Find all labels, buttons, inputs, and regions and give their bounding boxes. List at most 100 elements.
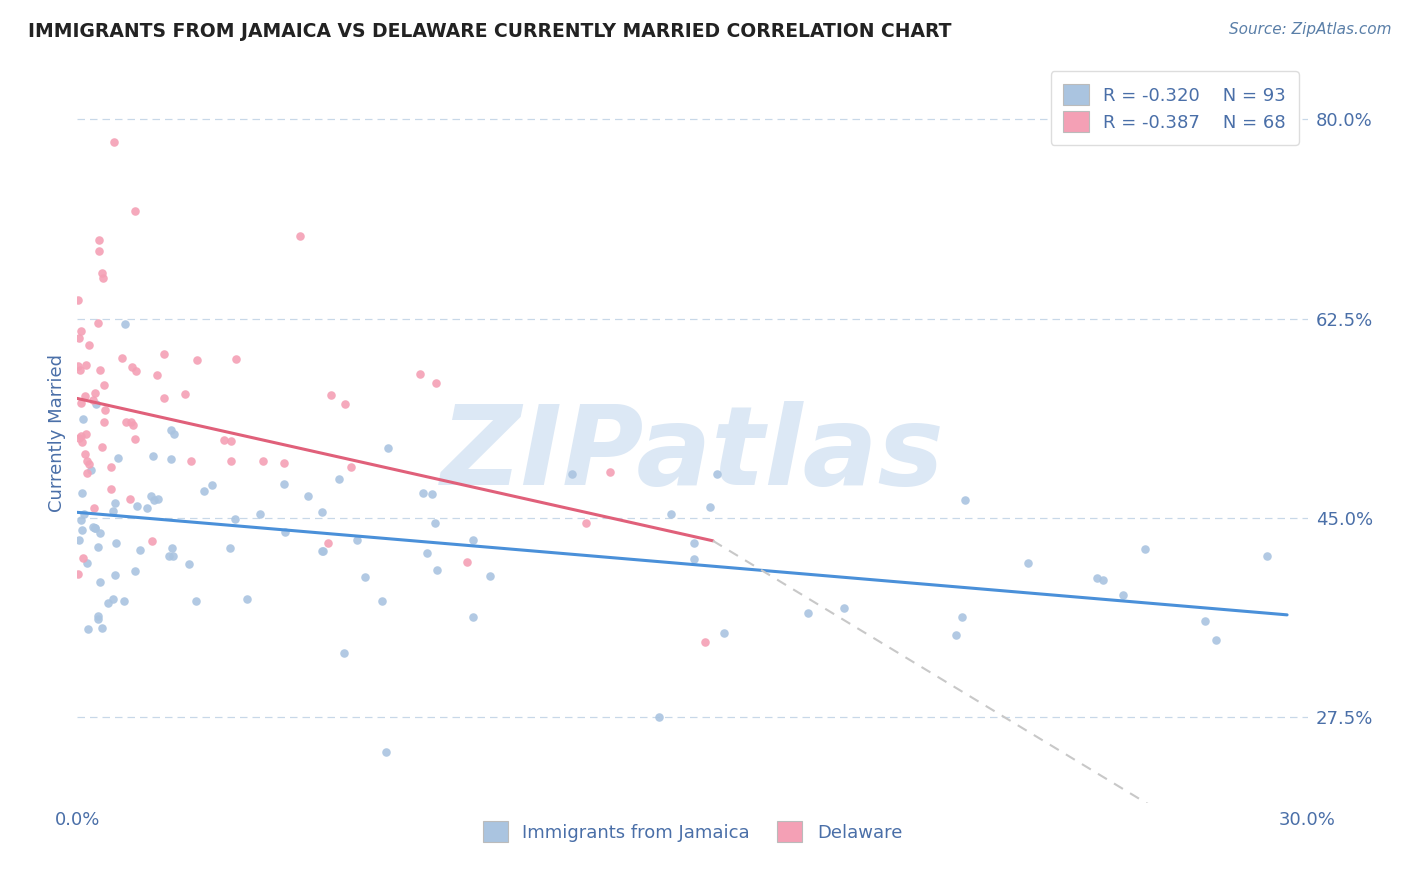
- Point: [136, 501, 159, 516]
- Point: [145, 368, 167, 382]
- Point: [93, 402, 115, 417]
- Point: [76, 556, 98, 570]
- Point: [141, 489, 163, 503]
- Point: [339, 460, 361, 475]
- Text: IMMIGRANTS FROM JAMAICA VS DELAWARE CURRENTLY MARRIED CORRELATION CHART: IMMIGRANTS FROM JAMAICA VS DELAWARE CURR…: [28, 22, 952, 41]
- Point: [70, 512, 93, 526]
- Point: [142, 493, 165, 508]
- Point: [1205, 633, 1227, 648]
- Point: [128, 542, 150, 557]
- Point: [274, 525, 297, 540]
- Point: [212, 433, 235, 447]
- Point: [425, 563, 447, 577]
- Point: [103, 135, 125, 149]
- Point: [1256, 549, 1278, 563]
- Point: [114, 318, 136, 332]
- Point: [101, 504, 124, 518]
- Point: [124, 203, 146, 218]
- Point: [160, 541, 183, 556]
- Point: [153, 391, 176, 405]
- Point: [180, 453, 202, 467]
- Point: [69, 429, 91, 443]
- Point: [87, 316, 110, 330]
- Point: [374, 745, 396, 759]
- Point: [69, 363, 91, 377]
- Point: [157, 549, 180, 563]
- Point: [112, 593, 135, 607]
- Point: [121, 415, 143, 429]
- Point: [683, 536, 706, 550]
- Point: [97, 595, 120, 609]
- Point: [153, 347, 176, 361]
- Point: [72, 412, 94, 426]
- Point: [114, 415, 136, 429]
- Point: [316, 536, 339, 550]
- Point: [953, 493, 976, 508]
- Point: [377, 441, 399, 455]
- Point: [121, 359, 143, 374]
- Point: [87, 541, 110, 555]
- Point: [67, 293, 90, 308]
- Point: [945, 628, 967, 642]
- Point: [148, 491, 170, 506]
- Point: [328, 472, 350, 486]
- Point: [252, 454, 274, 468]
- Point: [73, 507, 96, 521]
- Point: [463, 533, 485, 548]
- Point: [89, 525, 111, 540]
- Point: [173, 387, 195, 401]
- Point: [797, 606, 820, 620]
- Point: [75, 447, 97, 461]
- Point: [224, 512, 246, 526]
- Point: [83, 521, 105, 535]
- Point: [101, 592, 124, 607]
- Point: [416, 546, 439, 560]
- Point: [713, 625, 735, 640]
- Point: [103, 568, 125, 582]
- Text: Source: ZipAtlas.com: Source: ZipAtlas.com: [1229, 22, 1392, 37]
- Point: [122, 417, 145, 432]
- Point: [104, 536, 127, 550]
- Point: [91, 271, 114, 285]
- Point: [83, 386, 105, 401]
- Point: [77, 338, 100, 352]
- Point: [72, 435, 94, 450]
- Point: [82, 393, 104, 408]
- Point: [659, 507, 682, 521]
- Point: [83, 521, 105, 535]
- Point: [163, 426, 186, 441]
- Point: [193, 483, 215, 498]
- Point: [89, 575, 111, 590]
- Point: [225, 352, 247, 367]
- Point: [160, 423, 183, 437]
- Point: [219, 541, 242, 555]
- Point: [354, 570, 377, 584]
- Point: [87, 609, 110, 624]
- Point: [682, 552, 704, 566]
- Point: [69, 395, 91, 409]
- Point: [311, 543, 333, 558]
- Point: [93, 378, 115, 392]
- Point: [177, 558, 200, 572]
- Point: [90, 440, 112, 454]
- Point: [693, 635, 716, 649]
- Point: [86, 397, 108, 411]
- Point: [273, 456, 295, 470]
- Point: [75, 389, 97, 403]
- Point: [1085, 571, 1108, 585]
- Point: [1092, 573, 1115, 587]
- Point: [67, 431, 90, 445]
- Point: [346, 533, 368, 548]
- Point: [103, 496, 125, 510]
- Point: [319, 387, 342, 401]
- Point: [69, 533, 91, 547]
- Point: [100, 482, 122, 496]
- Point: [1112, 588, 1135, 602]
- Point: [409, 368, 432, 382]
- Point: [79, 463, 101, 477]
- Point: [142, 449, 165, 463]
- Point: [1133, 541, 1156, 556]
- Point: [75, 427, 97, 442]
- Point: [83, 501, 105, 516]
- Point: [297, 489, 319, 503]
